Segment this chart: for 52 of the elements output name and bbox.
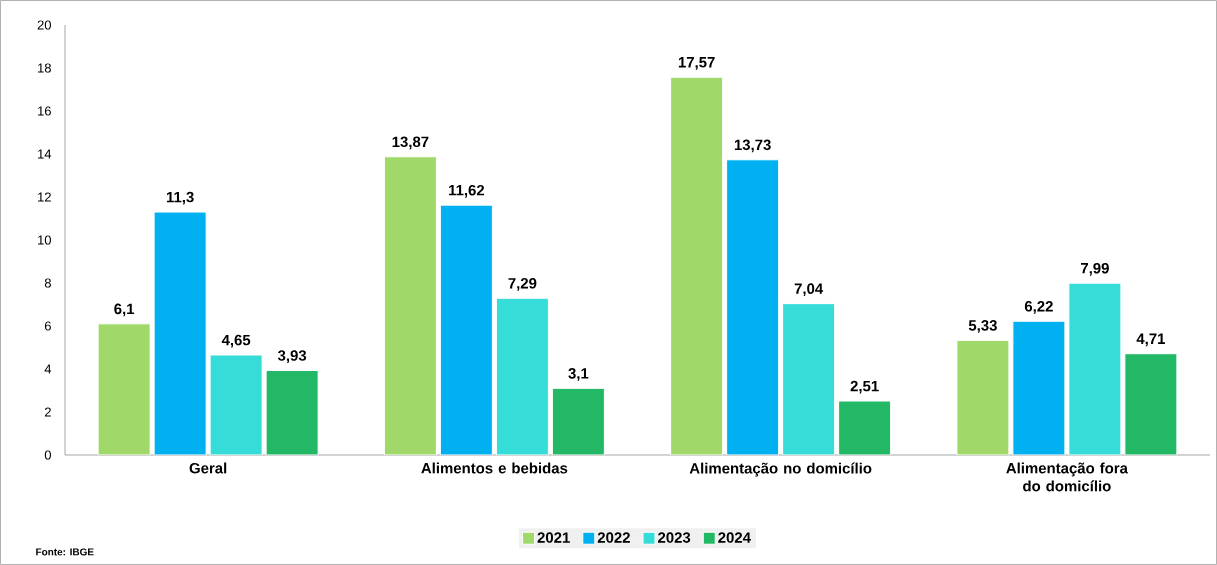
y-tick-label: 10 <box>38 235 51 245</box>
data-label: 2,51 <box>850 380 879 394</box>
bar <box>551 387 605 455</box>
bar <box>439 204 493 455</box>
y-tick-label: 0 <box>44 450 51 460</box>
data-label: 6,22 <box>1024 300 1053 314</box>
bar <box>495 297 549 455</box>
x-tick-label: Geral <box>189 462 227 474</box>
data-label: 13,87 <box>392 136 429 150</box>
data-label: 4,65 <box>221 334 251 348</box>
legend-label: 2024 <box>718 532 751 543</box>
y-tick-label: 2 <box>44 407 51 417</box>
y-tick-label: 12 <box>38 192 51 202</box>
y-tick-label: 6 <box>44 321 51 331</box>
bar <box>383 156 437 455</box>
data-label: 7,04 <box>794 283 824 297</box>
y-tick-label: 16 <box>38 106 51 116</box>
data-label: 3,93 <box>277 350 307 363</box>
bar <box>726 159 780 455</box>
bar <box>838 400 892 455</box>
data-label: 11,3 <box>166 191 194 205</box>
x-tick-label: Alimentação no domicílio <box>689 462 872 477</box>
source-note: Fonte: IBGE <box>36 548 94 556</box>
y-tick-label: 8 <box>44 278 51 288</box>
legend-label: 2022 <box>597 532 630 543</box>
y-tick-label: 4 <box>44 364 52 374</box>
y-tick-label: 20 <box>37 20 51 30</box>
bar <box>265 369 319 455</box>
bar <box>1012 320 1066 455</box>
data-label: 5,33 <box>968 320 997 333</box>
bar <box>97 323 151 455</box>
y-tick-label: 18 <box>38 63 51 73</box>
data-label: 7,99 <box>1080 262 1109 276</box>
data-label: 17,57 <box>678 57 715 70</box>
legend-label: 2023 <box>658 532 691 543</box>
y-tick-label: 14 <box>38 149 52 159</box>
bar <box>209 354 263 455</box>
data-label: 4,71 <box>1136 333 1166 347</box>
data-label: 6,1 <box>114 303 135 317</box>
data-label: 13,73 <box>734 139 771 153</box>
bar <box>782 303 836 455</box>
data-label: 7,29 <box>508 277 537 291</box>
x-tick-label: Alimentos e bebidas <box>421 462 568 474</box>
x-tick-label: Alimentação fora do domicílio <box>1006 462 1129 492</box>
bar <box>670 76 724 455</box>
bar <box>1068 282 1122 455</box>
legend-label: 2021 <box>537 532 570 543</box>
bar <box>956 339 1010 455</box>
data-label: 11,62 <box>449 184 485 198</box>
bar <box>153 211 207 455</box>
data-label: 3,1 <box>568 368 589 381</box>
bar <box>1124 353 1178 455</box>
